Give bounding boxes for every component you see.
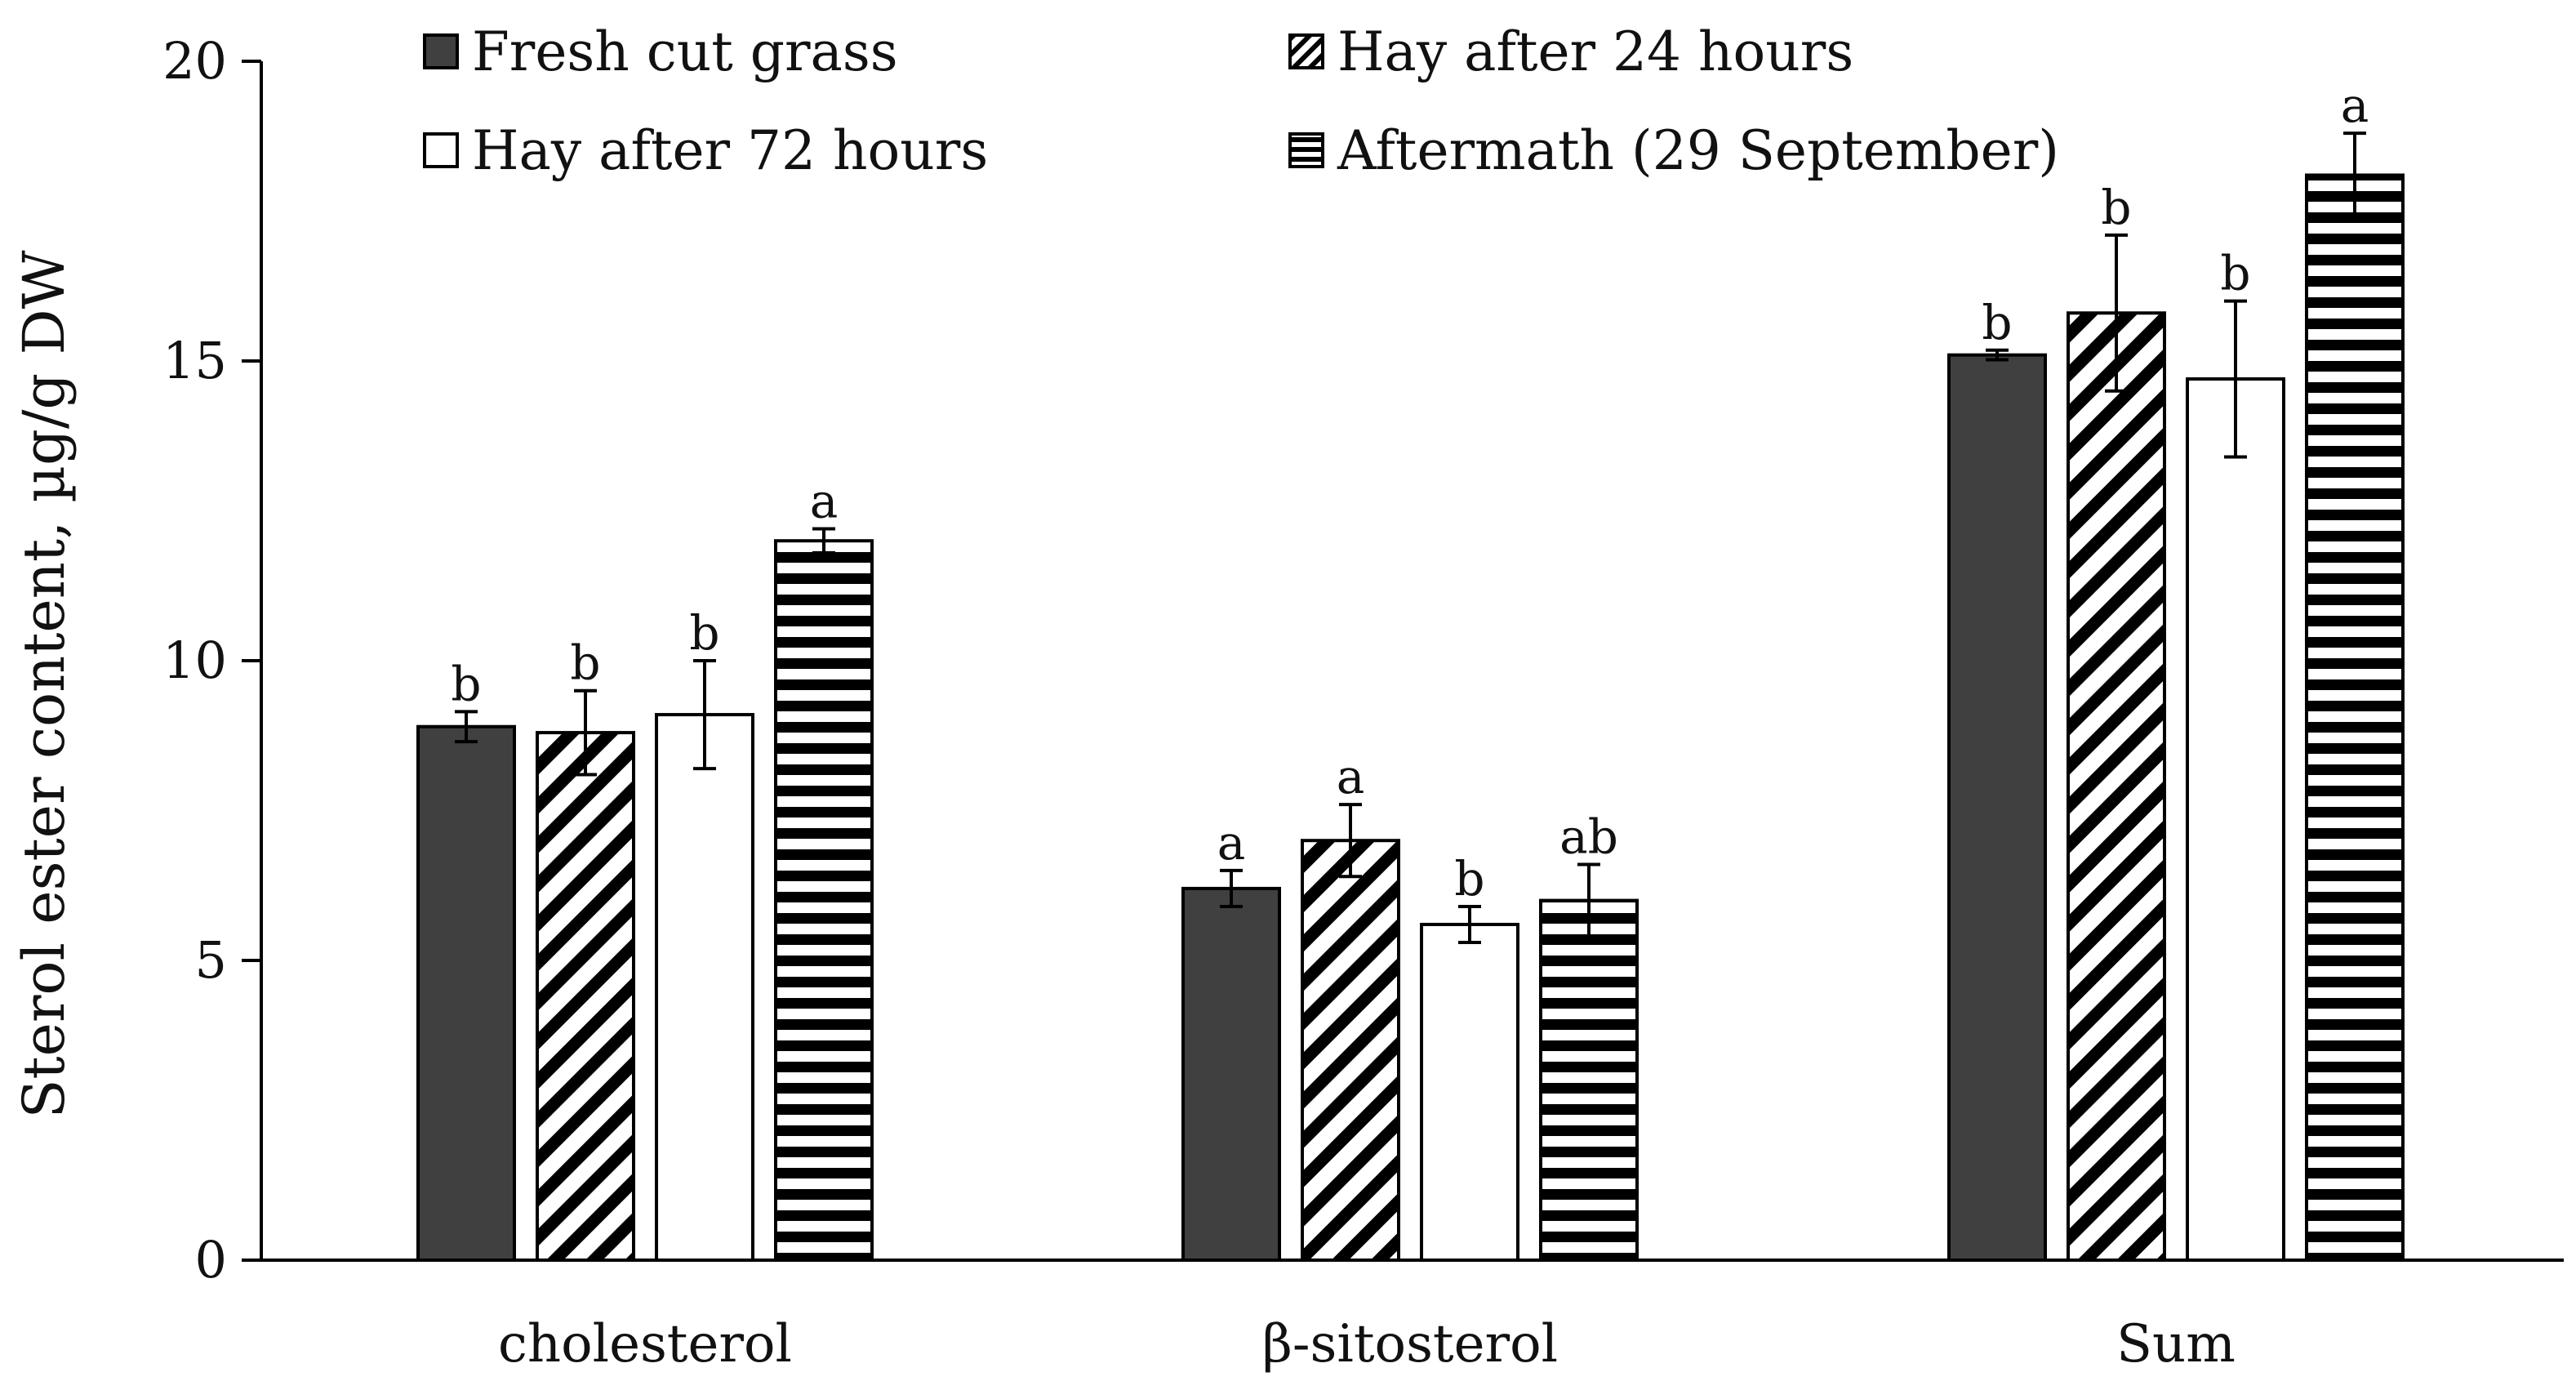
significance-label: a	[1217, 815, 1246, 871]
bar	[1420, 922, 1519, 1262]
significance-label: b	[1982, 295, 2012, 350]
bar	[1947, 353, 2047, 1262]
significance-label: a	[1337, 749, 1365, 804]
significance-label: b	[689, 605, 719, 661]
significance-label: ab	[1559, 809, 1618, 865]
bar	[1301, 839, 1400, 1262]
x-category-labels: cholesterol β-sitosterol Sum	[498, 1314, 2236, 1374]
y-tick-label: 10	[162, 630, 227, 690]
significance-label: b	[570, 635, 600, 691]
legend-label: Aftermath (29 September)	[1337, 119, 2059, 182]
x-category-label: cholesterol	[498, 1314, 792, 1374]
legend-swatch	[423, 132, 459, 168]
legend-swatch	[423, 33, 459, 69]
bar	[774, 539, 874, 1262]
y-ticks: 0 5 10 15 20	[162, 31, 261, 1290]
bar	[416, 724, 516, 1262]
significance-label: b	[451, 656, 481, 711]
x-category-label: β-sitosterol	[1262, 1314, 1558, 1374]
significance-label: b	[1454, 851, 1484, 907]
y-axis-title: Sterol ester content, µg/g DW	[11, 250, 78, 1118]
significance-label: b	[2220, 246, 2250, 301]
y-tick-label: 15	[162, 331, 227, 390]
bar	[536, 731, 635, 1262]
bar	[2067, 311, 2166, 1262]
significance-label: a	[810, 474, 839, 529]
axes: Sterol ester content, µg/g DW	[11, 61, 2564, 1262]
legend-label: Fresh cut grass	[472, 20, 898, 83]
bar	[655, 713, 754, 1262]
y-tick-label: 20	[162, 31, 227, 91]
bar	[1181, 886, 1281, 1263]
legend-label: Hay after 72 hours	[472, 119, 988, 182]
legend: Fresh cut grass Hay after 24 hours Hay aft…	[423, 20, 2059, 182]
y-tick-label: 5	[195, 930, 227, 990]
legend-swatch	[1288, 33, 1324, 69]
bar	[1539, 898, 1639, 1262]
bar	[2305, 173, 2405, 1263]
y-tick-label: 0	[195, 1230, 227, 1290]
significance-label: a	[2341, 78, 2369, 133]
significance-label: b	[2101, 180, 2131, 235]
bar	[2186, 377, 2285, 1262]
x-category-label: Sum	[2116, 1314, 2236, 1374]
legend-label: Hay after 24 hours	[1337, 20, 1853, 83]
legend-swatch	[1288, 132, 1324, 168]
